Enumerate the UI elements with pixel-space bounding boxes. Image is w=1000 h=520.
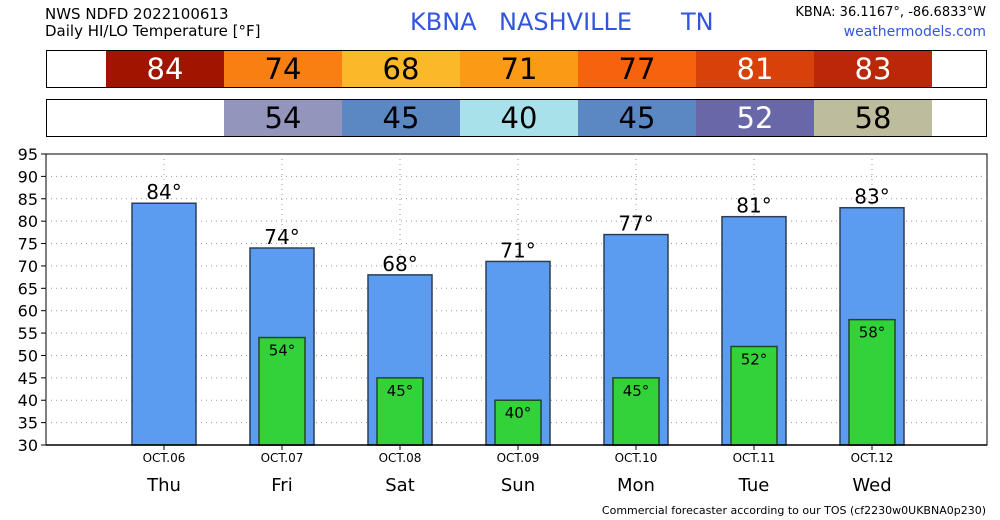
date-label: OCT.09 — [497, 451, 540, 465]
y-tick-label: 90 — [18, 167, 38, 186]
lo-temp-cell: 45 — [342, 100, 460, 136]
hi-temp-cell: 74 — [224, 51, 342, 87]
lo-temp-cell — [106, 100, 224, 136]
y-tick-label: 40 — [18, 391, 38, 410]
lo-bar-label: 45° — [623, 382, 650, 400]
y-tick-label: 75 — [18, 235, 38, 254]
lo-bar — [494, 399, 542, 446]
day-label: Thu — [146, 475, 181, 496]
footer-note: Commercial forecaster according to our T… — [601, 504, 986, 517]
date-label: OCT.07 — [261, 451, 304, 465]
hi-temperature-strip: 84 74 68 71 77 81 83 — [46, 50, 987, 88]
day-label: Tue — [738, 475, 770, 496]
lo-temperature-strip: 54 45 40 45 52 58 — [46, 99, 987, 137]
day-label: Wed — [852, 475, 891, 496]
y-tick-label: 95 — [18, 145, 38, 164]
lo-bar-label: 40° — [505, 404, 532, 422]
y-tick-label: 45 — [18, 369, 38, 388]
station-city: NASHVILLE — [499, 8, 633, 36]
site-link[interactable]: weathermodels.com — [843, 24, 986, 40]
hi-temp-cell: 68 — [342, 51, 460, 87]
y-tick-label: 55 — [18, 324, 38, 343]
hi-bar-label: 68° — [382, 252, 417, 276]
hi-bar-label: 71° — [500, 238, 535, 262]
date-label: OCT.08 — [379, 451, 422, 465]
date-label: OCT.06 — [143, 451, 186, 465]
y-tick-label: 80 — [18, 212, 38, 231]
lo-temp-cell: 40 — [460, 100, 578, 136]
day-label: Sun — [501, 475, 535, 496]
lo-temp-cell: 58 — [814, 100, 932, 136]
model-run-label: NWS NDFD 2022100613 — [45, 5, 229, 23]
lo-bar-label: 45° — [387, 382, 414, 400]
y-tick-label: 60 — [18, 302, 38, 321]
lo-bar-label: 52° — [741, 351, 768, 369]
date-label: OCT.12 — [851, 451, 894, 465]
day-label: Sat — [385, 475, 415, 496]
hi-bar-label: 84° — [146, 180, 181, 204]
date-label: OCT.10 — [615, 451, 658, 465]
y-tick-label: 85 — [18, 190, 38, 209]
lo-bar-label: 54° — [269, 342, 296, 360]
hi-bar-label: 83° — [854, 185, 889, 209]
hi-bar — [131, 202, 197, 446]
y-tick-label: 50 — [18, 346, 38, 365]
lo-bar — [848, 318, 896, 446]
lo-temp-cell: 45 — [578, 100, 696, 136]
lo-bar-label: 58° — [859, 324, 886, 342]
product-label: Daily HI/LO Temperature [°F] — [45, 22, 261, 40]
hi-bar-label: 81° — [736, 194, 771, 218]
station-id: KBNA — [410, 8, 477, 36]
hi-temp-cell: 83 — [814, 51, 932, 87]
day-label: Mon — [617, 475, 655, 496]
y-tick-label: 70 — [18, 257, 38, 276]
lo-bar — [258, 336, 306, 446]
day-label: Fri — [271, 475, 292, 496]
y-tick-label: 65 — [18, 279, 38, 298]
hi-temp-cell: 81 — [696, 51, 814, 87]
y-tick-label: 30 — [18, 436, 38, 455]
hi-temp-cell: 71 — [460, 51, 578, 87]
lo-temp-cell: 52 — [696, 100, 814, 136]
date-label: OCT.11 — [733, 451, 776, 465]
hi-bar-label: 74° — [264, 225, 299, 249]
station-coordinates: KBNA: 36.1167°, -86.6833°W — [795, 5, 986, 20]
lo-temp-cell: 54 — [224, 100, 342, 136]
station-state: TN — [681, 8, 714, 36]
y-tick-label: 35 — [18, 414, 38, 433]
hi-temp-cell: 84 — [106, 51, 224, 87]
hi-temp-cell: 77 — [578, 51, 696, 87]
hi-bar-label: 77° — [618, 212, 653, 236]
